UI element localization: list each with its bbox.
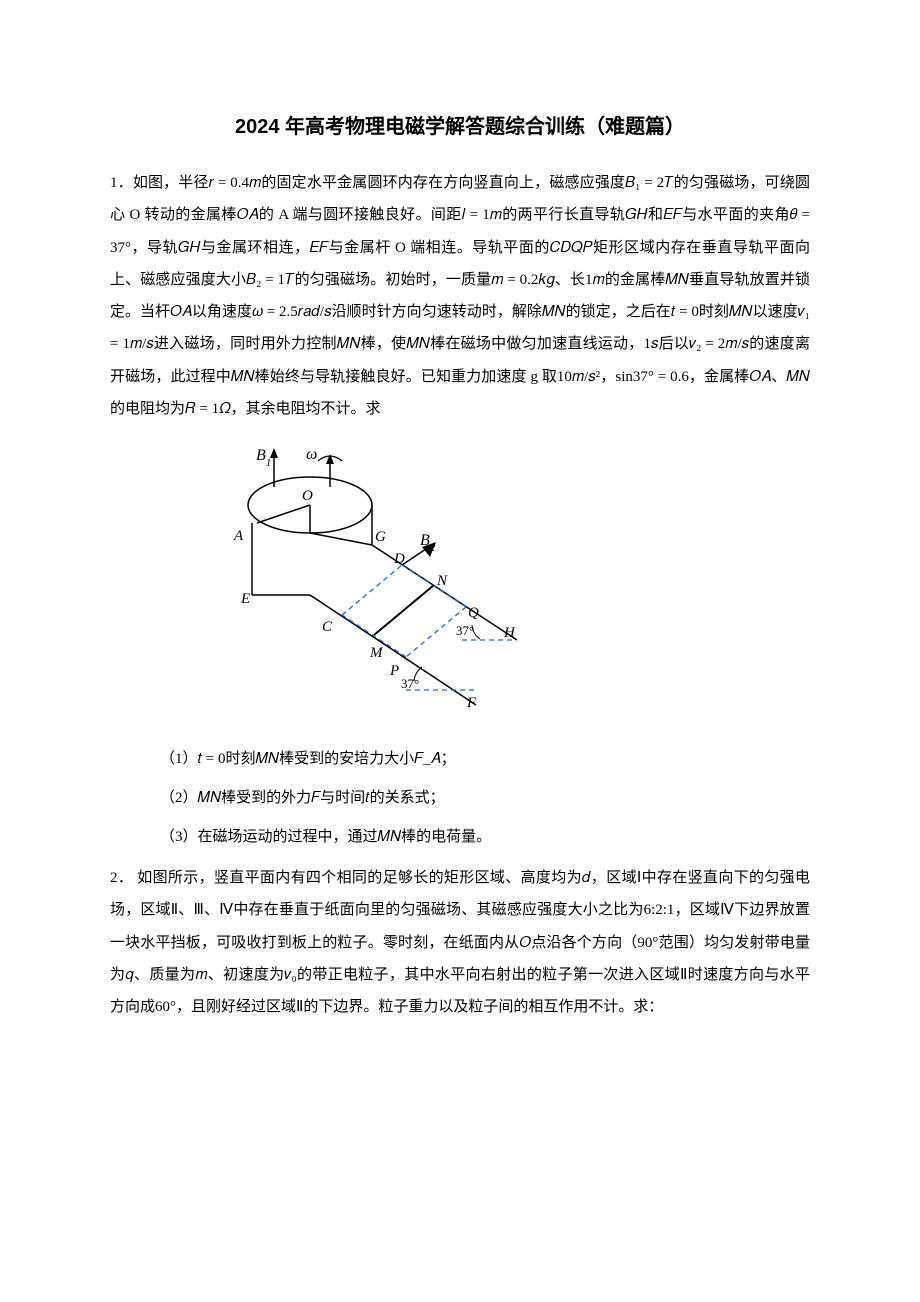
label-N: N (436, 573, 448, 589)
problem-2-text: 如图所示，竖直平面内有四个相同的足够长的矩形区域、高度均为𝑑，区域Ⅰ中存在竖直向… (110, 870, 810, 1015)
label-Q: Q (468, 605, 479, 621)
label-A: A (233, 528, 244, 544)
label-H: H (503, 625, 516, 641)
label-G: G (375, 529, 386, 545)
label-omega: ω (306, 446, 317, 463)
problem-2: 2． 如图所示，竖直平面内有四个相同的足够长的矩形区域、高度均为𝑑，区域Ⅰ中存在… (110, 862, 810, 1023)
label-angle37-lower: 37° (401, 676, 419, 691)
problem-1: 1．如图，半径𝑟 = 0.4𝑚的固定水平金属圆环内存在方向竖直向上，磁感应强度𝐵… (110, 167, 810, 425)
problem-2-number: 2． (110, 870, 133, 886)
label-O: O (302, 488, 313, 504)
figure-1: B1 ω O A G E D B2 N C Q M H P F 37° 37° (222, 445, 524, 735)
problem-1-sub-2: （2）𝑀𝑁棒受到的外力𝐹与时间𝑡的关系式； (110, 782, 810, 815)
label-B1: B1 (256, 447, 271, 469)
label-F: F (466, 695, 477, 711)
label-P: P (389, 663, 399, 679)
label-D: D (393, 551, 405, 567)
label-angle37-upper: 37° (456, 623, 474, 638)
label-M: M (369, 645, 384, 661)
label-E: E (240, 591, 250, 607)
label-C: C (322, 619, 333, 635)
problem-1-text: 如图，半径𝑟 = 0.4𝑚的固定水平金属圆环内存在方向竖直向上，磁感应强度𝐵₁ … (110, 175, 810, 417)
problem-1-sub-3: （3）在磁场运动的过程中，通过𝑀𝑁棒的电荷量。 (110, 821, 810, 854)
problem-1-number: 1． (110, 175, 133, 191)
page-title: 2024 年高考物理电磁学解答题综合训练（难题篇） (110, 110, 810, 139)
problem-1-sub-1: （1）𝑡 = 0时刻𝑀𝑁棒受到的安培力大小𝐹_𝐴； (110, 743, 810, 776)
